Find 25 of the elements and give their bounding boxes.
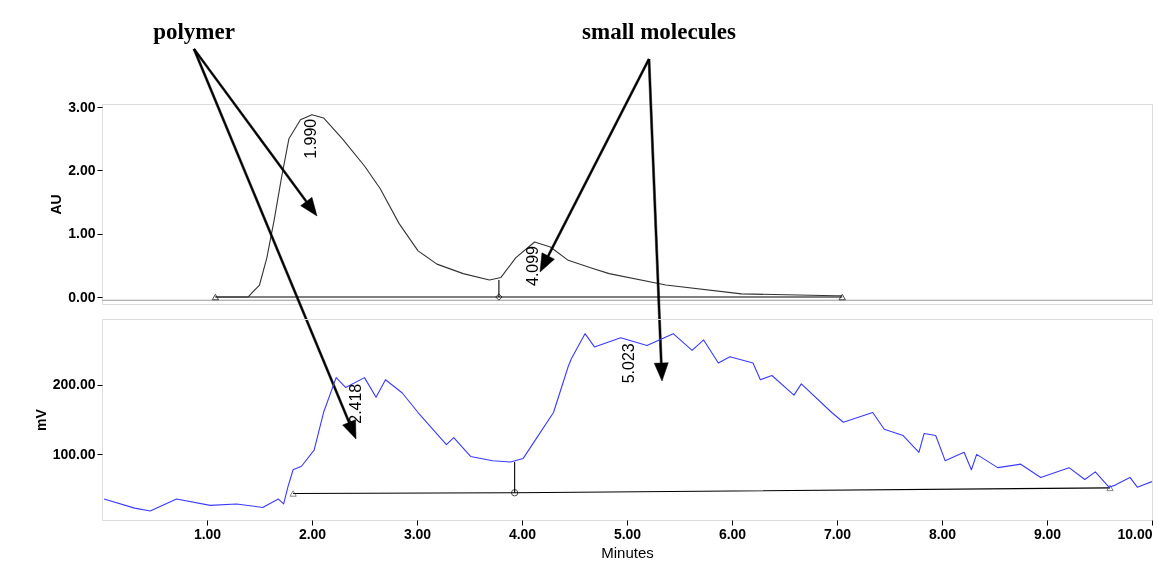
x-tick-label: 3.00 [403, 525, 432, 542]
x-tick-label: 9.00 [1033, 525, 1062, 542]
x-tick-label: 2.00 [298, 525, 327, 542]
text: small molecules [582, 19, 737, 44]
text: polymer [153, 19, 235, 44]
x-tick-label: 8.00 [928, 525, 957, 542]
annotation: 1.990 [301, 118, 319, 159]
y-tick-label: 200.00 [52, 376, 96, 393]
y-tick-label: 100.00 [52, 445, 96, 462]
x-axis-title: Minutes [601, 543, 654, 561]
y-tick-label: 0.00 [68, 288, 96, 305]
x-tick-label: 6.00 [718, 525, 747, 542]
annotation: 5.023 [620, 343, 638, 384]
y-tick-label: 3.00 [68, 98, 96, 115]
x-tick-label: 7.00 [823, 525, 852, 542]
y-tick-label: 2.00 [68, 161, 96, 178]
y-tick-label: 1.00 [68, 225, 96, 242]
x-tick-label: 10.00 [1117, 525, 1153, 542]
y-axis-title: AU [48, 194, 65, 215]
x-tick-label: 1.00 [193, 525, 222, 542]
x-tick-label: 4.00 [508, 525, 537, 542]
x-tick-label: 5.00 [613, 525, 642, 542]
annotation: 4.099 [523, 245, 541, 287]
y-axis-title: mV [32, 408, 49, 431]
annotation: 2.418 [347, 383, 365, 424]
